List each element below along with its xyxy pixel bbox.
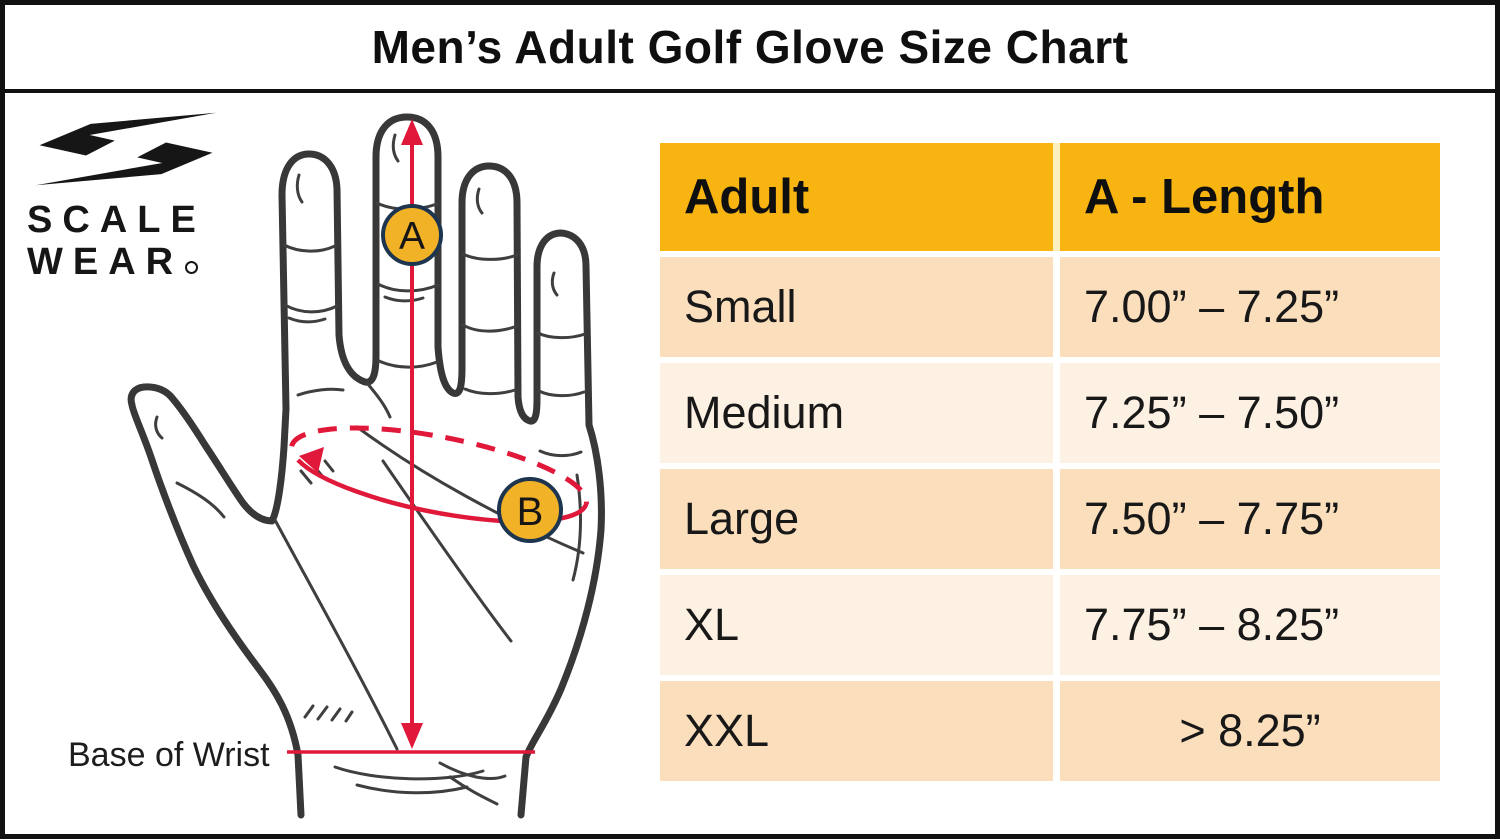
table-row: Large 7.50” – 7.75” <box>660 469 1440 569</box>
page-title: Men’s Adult Golf Glove Size Chart <box>371 21 1129 73</box>
size-cell: Small <box>660 257 1053 357</box>
hand-outline <box>127 113 605 819</box>
arrow-left-icon <box>299 447 324 473</box>
column-divider <box>1053 257 1060 357</box>
length-cell: 7.00” – 7.25” <box>1060 257 1440 357</box>
column-divider <box>1053 681 1060 781</box>
table-header-row: Adult A - Length <box>660 143 1440 251</box>
length-cell: 7.75” – 8.25” <box>1060 575 1440 675</box>
brand-logo: SCALE WEAR <box>27 111 237 283</box>
length-cell: 7.50” – 7.75” <box>1060 469 1440 569</box>
title-bar: Men’s Adult Golf Glove Size Chart <box>5 5 1495 93</box>
header-cell-size: Adult <box>660 143 1053 251</box>
base-of-wrist-label: Base of Wrist <box>68 736 270 774</box>
size-cell: Large <box>660 469 1053 569</box>
circumference-ellipse-dashed <box>289 425 589 505</box>
arrow-down-icon <box>401 723 423 749</box>
size-cell: XL <box>660 575 1053 675</box>
column-divider <box>1053 363 1060 463</box>
measurement-marks <box>287 119 589 754</box>
header-cell-length: A - Length <box>1060 143 1440 251</box>
marker-b: B <box>497 477 563 543</box>
arrow-up-icon <box>401 119 423 145</box>
table-row: XXL > 8.25” <box>660 681 1440 781</box>
marker-b-label: B <box>517 490 544 534</box>
circumference-ellipse-solid <box>296 458 589 524</box>
column-divider <box>1053 143 1060 251</box>
size-cell: Medium <box>660 363 1053 463</box>
scalewear-bolt-icon <box>35 112 217 186</box>
size-cell: XXL <box>660 681 1053 781</box>
marker-a-label: A <box>399 215 425 258</box>
hand-measurement-diagram: A B <box>127 113 605 819</box>
table-row: XL 7.75” – 8.25” <box>660 575 1440 675</box>
size-table: Adult A - Length Small 7.00” – 7.25” Med… <box>660 143 1440 787</box>
registered-mark-icon <box>185 261 199 274</box>
length-cell: 7.25” – 7.50” <box>1060 363 1440 463</box>
brand-name-line1: SCALE <box>27 199 206 241</box>
column-divider <box>1053 469 1060 569</box>
marker-a: A <box>381 204 443 266</box>
brand-name-line2: WEAR <box>27 241 237 283</box>
table-row: Medium 7.25” – 7.50” <box>660 363 1440 463</box>
table-row: Small 7.00” – 7.25” <box>660 257 1440 357</box>
length-cell: > 8.25” <box>1060 681 1440 781</box>
column-divider <box>1053 575 1060 675</box>
